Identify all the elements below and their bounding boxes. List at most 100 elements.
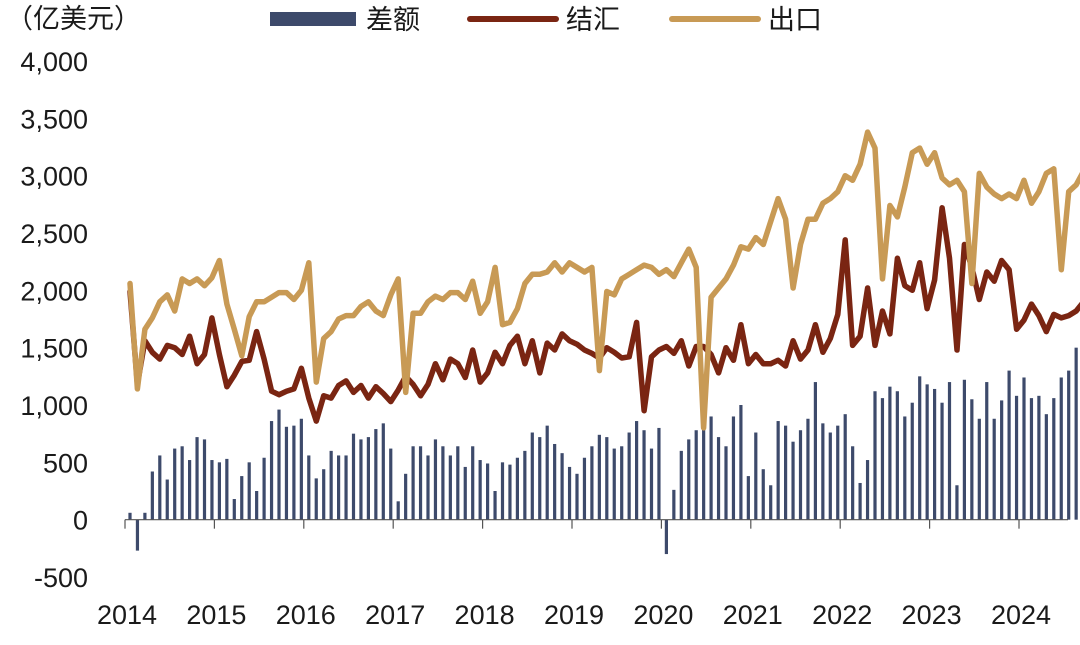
bar-差额 xyxy=(1014,395,1019,520)
bar-差额 xyxy=(210,460,214,520)
bar-差额 xyxy=(448,455,452,520)
bar-差额 xyxy=(538,437,542,520)
bar-差额 xyxy=(731,416,736,520)
bar-差额 xyxy=(404,473,408,520)
bar-差额 xyxy=(277,409,281,520)
bar-差额 xyxy=(284,426,289,520)
bar-差额 xyxy=(493,491,497,520)
bar-差额 xyxy=(337,455,341,520)
bar-差额 xyxy=(173,448,177,520)
bar-差额 xyxy=(515,457,519,520)
bar-差额 xyxy=(262,457,266,520)
bar-series-差额 xyxy=(128,347,1078,555)
bar-差额 xyxy=(359,439,363,520)
bar-差额 xyxy=(836,425,840,520)
bar-差额 xyxy=(1007,370,1011,520)
x-tick-label: 2018 xyxy=(455,600,515,630)
bar-差额 xyxy=(962,379,966,520)
bar-差额 xyxy=(769,485,773,520)
bar-差额 xyxy=(575,473,579,520)
bar-差额 xyxy=(754,432,758,520)
bar-差额 xyxy=(225,458,229,520)
bar-差额 xyxy=(903,416,907,520)
bar-差额 xyxy=(597,434,601,520)
bar-差额 xyxy=(664,519,668,555)
y-tick-label: 4,000 xyxy=(20,47,88,77)
bar-差额 xyxy=(322,469,326,520)
bar-差额 xyxy=(970,399,974,520)
bar-差额 xyxy=(843,414,847,520)
bar-差额 xyxy=(396,501,400,520)
line-结汇 xyxy=(127,205,1080,424)
bar-差额 xyxy=(776,421,780,520)
bar-差额 xyxy=(798,430,803,520)
bar-差额 xyxy=(918,376,922,520)
legend-swatch xyxy=(270,12,356,26)
bar-差额 xyxy=(910,402,914,520)
y-tick-label: 2,000 xyxy=(20,276,88,306)
bar-差额 xyxy=(426,455,430,520)
bar-差额 xyxy=(389,448,393,520)
bar-差额 xyxy=(374,429,378,520)
bar-差额 xyxy=(888,386,892,520)
x-tick-label: 2021 xyxy=(723,600,783,630)
y-tick-label: 1,000 xyxy=(20,391,88,421)
bar-差额 xyxy=(806,418,810,520)
bar-差额 xyxy=(158,455,162,520)
bar-差额 xyxy=(679,450,683,520)
bar-差额 xyxy=(940,402,944,520)
bar-差额 xyxy=(605,437,609,520)
x-tick-label: 2020 xyxy=(633,600,693,630)
legend-label: 差额 xyxy=(366,5,420,36)
bar-差额 xyxy=(292,425,296,520)
bar-差额 xyxy=(471,446,475,520)
bar-差额 xyxy=(865,460,870,520)
bar-差额 xyxy=(649,448,654,520)
bar-差额 xyxy=(500,462,505,520)
bar-差额 xyxy=(486,463,490,520)
x-tick-label: 2016 xyxy=(276,600,336,630)
bar-差额 xyxy=(791,441,795,520)
bar-差额 xyxy=(672,489,676,520)
line-series xyxy=(127,129,1080,431)
bar-差额 xyxy=(240,476,244,520)
bar-差额 xyxy=(188,460,192,520)
bar-差额 xyxy=(687,439,691,520)
bar-差额 xyxy=(985,382,989,520)
legend: 差额 结汇 出口 xyxy=(270,5,822,36)
unit-label: （亿美元） xyxy=(6,4,141,35)
legend-item-差额: 差额 xyxy=(270,5,420,36)
bar-差额 xyxy=(1052,398,1056,520)
bar-差额 xyxy=(128,512,132,520)
bar-差额 xyxy=(247,462,251,520)
bar-差额 xyxy=(657,427,661,520)
bar-差额 xyxy=(724,446,728,520)
bar-差额 xyxy=(255,491,259,520)
bar-差额 xyxy=(232,499,236,520)
line-出口 xyxy=(127,129,1080,431)
bar-差额 xyxy=(351,433,356,520)
bar-差额 xyxy=(694,430,698,520)
bar-差额 xyxy=(411,446,415,520)
bar-差额 xyxy=(620,446,624,520)
x-tick-label: 2023 xyxy=(902,600,962,630)
bar-差额 xyxy=(314,478,318,520)
bar-差额 xyxy=(784,425,788,520)
bar-差额 xyxy=(1074,347,1078,520)
bar-差额 xyxy=(418,446,423,520)
bar-差额 xyxy=(195,437,199,520)
bar-差额 xyxy=(1029,398,1034,520)
bar-差额 xyxy=(955,485,959,520)
x-tick-label: 2017 xyxy=(365,600,425,630)
bar-差额 xyxy=(433,439,438,520)
bar-差额 xyxy=(217,462,221,520)
bar-差额 xyxy=(180,446,184,520)
bar-差额 xyxy=(1000,400,1004,520)
bar-差额 xyxy=(553,443,557,520)
bar-差额 xyxy=(635,421,639,520)
bar-差额 xyxy=(508,464,512,520)
bar-差额 xyxy=(381,423,385,520)
bar-差额 xyxy=(828,432,832,520)
bar-差额 xyxy=(150,471,154,520)
